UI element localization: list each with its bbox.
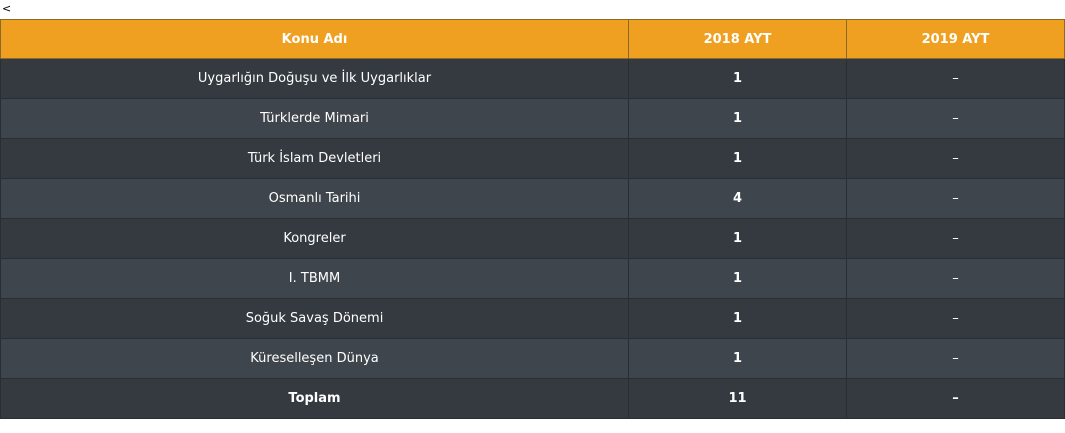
topic-cell: Kongreler <box>0 218 629 259</box>
count-2018-cell: 4 <box>628 178 847 219</box>
topic-cell: Osmanlı Tarihi <box>0 178 629 219</box>
count-2019-cell: – <box>846 338 1065 379</box>
topic-cell: Soğuk Savaş Dönemi <box>0 298 629 339</box>
count-2018-cell: 1 <box>628 338 847 379</box>
count-2019-cell: – <box>846 98 1065 139</box>
count-2019-cell: – <box>846 258 1065 299</box>
table-row: Kongreler 1 – <box>0 218 1065 259</box>
table-header-row: Konu Adı 2018 AYT 2019 AYT <box>0 19 1065 59</box>
count-2019-cell: – <box>846 218 1065 259</box>
count-2018-cell: 1 <box>628 98 847 139</box>
count-2018-cell: 1 <box>628 138 847 179</box>
header-2019-ayt: 2019 AYT <box>846 19 1065 59</box>
total-label-cell: Toplam <box>0 378 629 419</box>
table-row: Osmanlı Tarihi 4 – <box>0 178 1065 219</box>
count-2018-cell: 1 <box>628 58 847 99</box>
topic-cell: Türk İslam Devletleri <box>0 138 629 179</box>
table-row: Uygarlığın Doğuşu ve İlk Uygarlıklar 1 – <box>0 58 1065 99</box>
header-2018-ayt: 2018 AYT <box>628 19 847 59</box>
topic-cell: I. TBMM <box>0 258 629 299</box>
table-row: Küreselleşen Dünya 1 – <box>0 338 1065 379</box>
total-2019-cell: – <box>846 378 1065 419</box>
topic-cell: Küreselleşen Dünya <box>0 338 629 379</box>
topic-table-container: Konu Adı 2018 AYT 2019 AYT Uygarlığın Do… <box>0 19 1065 419</box>
table-row: Türklerde Mimari 1 – <box>0 98 1065 139</box>
topic-cell: Uygarlığın Doğuşu ve İlk Uygarlıklar <box>0 58 629 99</box>
topic-cell: Türklerde Mimari <box>0 98 629 139</box>
table-row: Türk İslam Devletleri 1 – <box>0 138 1065 179</box>
count-2019-cell: – <box>846 298 1065 339</box>
topic-table: Konu Adı 2018 AYT 2019 AYT Uygarlığın Do… <box>0 19 1065 419</box>
total-2018-cell: 11 <box>628 378 847 419</box>
count-2019-cell: – <box>846 138 1065 179</box>
count-2019-cell: – <box>846 58 1065 99</box>
total-row: Toplam 11 – <box>0 378 1065 419</box>
table-row: I. TBMM 1 – <box>0 258 1065 299</box>
count-2018-cell: 1 <box>628 218 847 259</box>
header-topic-name: Konu Adı <box>0 19 629 59</box>
table-row: Soğuk Savaş Dönemi 1 – <box>0 298 1065 339</box>
count-2019-cell: – <box>846 178 1065 219</box>
count-2018-cell: 1 <box>628 258 847 299</box>
back-chevron-icon[interactable]: < <box>2 2 12 15</box>
count-2018-cell: 1 <box>628 298 847 339</box>
